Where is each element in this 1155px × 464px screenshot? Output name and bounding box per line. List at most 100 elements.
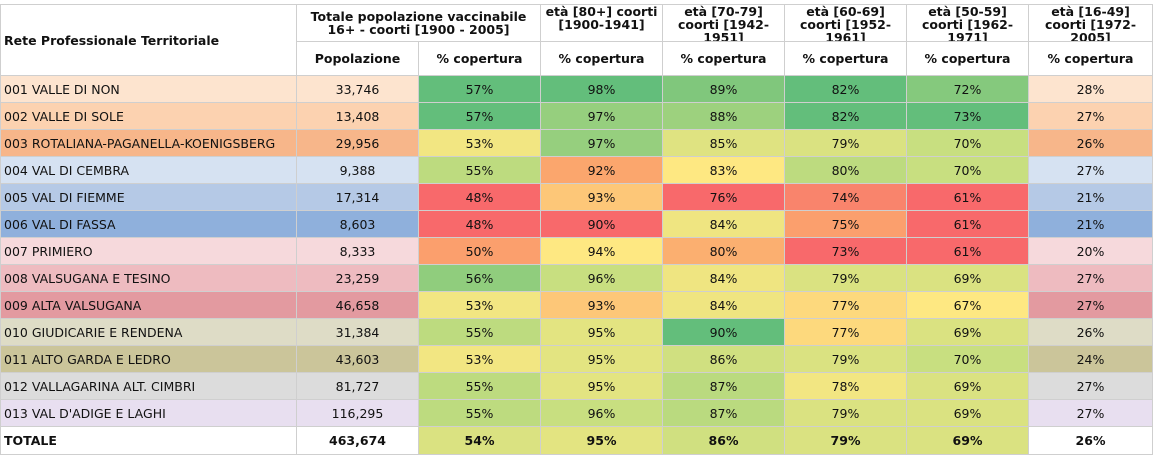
cell-copertura-70: 86% <box>662 426 786 455</box>
cell-copertura-16: 26% <box>1028 426 1154 455</box>
cell-copertura-60: 74% <box>784 183 908 211</box>
header-copertura: % copertura <box>540 41 664 76</box>
cell-copertura-60: 79% <box>784 345 908 373</box>
cell-rete: 012 VALLAGARINA ALT. CIMBRI <box>0 372 297 400</box>
cell-copertura-16: 27% <box>1028 399 1154 427</box>
table-row: 003 ROTALIANA-PAGANELLA-KOENIGSBERG 29,95… <box>0 129 1154 157</box>
cell-copertura-80: 92% <box>540 156 664 184</box>
table-row: 013 VAL D'ADIGE E LAGHI 116,295 55% 96% 87% 7… <box>0 399 1154 427</box>
cell-copertura-70: 83% <box>662 156 786 184</box>
cell-copertura-50: 61% <box>906 183 1030 211</box>
header-copertura: % copertura <box>417 41 542 76</box>
cell-copertura-80: 93% <box>540 291 664 319</box>
table-row: 010 GIUDICARIE E RENDENA 31,384 55% 95% 90% 7… <box>0 318 1154 346</box>
cell-rete: 001 VALLE DI NON <box>0 75 297 103</box>
cell-popolazione: 46,658 <box>296 291 419 319</box>
cell-copertura-16: 27% <box>1028 156 1154 184</box>
cell-copertura-60: 78% <box>784 372 908 400</box>
cell-copertura-16: 21% <box>1028 183 1154 211</box>
cell-copertura-60: 82% <box>784 75 908 103</box>
cell-copertura-70: 84% <box>662 291 786 319</box>
cell-copertura-60: 82% <box>784 102 908 130</box>
cell-copertura-16: 27% <box>1028 291 1154 319</box>
cell-copertura-16: 27% <box>1028 372 1154 400</box>
table-row: 005 VAL DI FIEMME 17,314 48% 93% 76% 74% 61% 21… <box>0 183 1154 211</box>
cell-copertura-16: 20% <box>1028 237 1154 265</box>
cell-copertura-totale: 56% <box>417 264 542 292</box>
cell-copertura-50: 73% <box>906 102 1030 130</box>
cell-copertura-totale: 54% <box>417 426 542 455</box>
header-copertura: % copertura <box>906 41 1030 76</box>
cell-copertura-16: 27% <box>1028 264 1154 292</box>
cell-copertura-70: 84% <box>662 264 786 292</box>
cell-copertura-16: 28% <box>1028 75 1154 103</box>
cell-copertura-totale: 55% <box>417 156 542 184</box>
table-row: 006 VAL DI FASSA 8,603 48% 90% 84% 75% 61% 21% <box>0 210 1154 238</box>
cell-popolazione: 33,746 <box>296 75 419 103</box>
cell-copertura-70: 88% <box>662 102 786 130</box>
cell-copertura-80: 94% <box>540 237 664 265</box>
cell-copertura-totale: 55% <box>417 372 542 400</box>
cell-copertura-70: 89% <box>662 75 786 103</box>
header-copertura: % copertura <box>662 41 786 76</box>
cell-rete: 010 GIUDICARIE E RENDENA <box>0 318 297 346</box>
cell-popolazione: 116,295 <box>296 399 419 427</box>
cell-copertura-70: 87% <box>662 372 786 400</box>
header-age-16: età [16-49] coorti [1972-2005] <box>1028 4 1154 42</box>
cell-popolazione: 43,603 <box>296 345 419 373</box>
cell-copertura-80: 98% <box>540 75 664 103</box>
cell-copertura-totale: 57% <box>417 75 542 103</box>
cell-copertura-60: 79% <box>784 426 908 455</box>
table-row: 009 ALTA VALSUGANA 46,658 53% 93% 84% 77% 67% 2… <box>0 291 1154 319</box>
cell-copertura-totale: 55% <box>417 399 542 427</box>
cell-copertura-80: 96% <box>540 264 664 292</box>
cell-copertura-50: 70% <box>906 156 1030 184</box>
header-age-60: età [60-69] coorti [1952-1961] <box>784 4 908 42</box>
cell-copertura-80: 96% <box>540 399 664 427</box>
cell-copertura-totale: 55% <box>417 318 542 346</box>
cell-rete: 002 VALLE DI SOLE <box>0 102 297 130</box>
header-age-50: età [50-59] coorti [1962-1971] <box>906 4 1030 42</box>
header-age-70: età [70-79] coorti [1942-1951] <box>662 4 786 42</box>
table-body: 001 VALLE DI NON 33,746 57% 98% 89% 82% 72% 28%… <box>0 75 1154 455</box>
table-row: 004 VAL DI CEMBRA 9,388 55% 92% 83% 80% 70% 27% <box>0 156 1154 184</box>
cell-copertura-50: 70% <box>906 345 1030 373</box>
cell-copertura-50: 69% <box>906 318 1030 346</box>
cell-copertura-80: 95% <box>540 318 664 346</box>
cell-copertura-70: 76% <box>662 183 786 211</box>
table-row: 002 VALLE DI SOLE 13,408 57% 97% 88% 82% 73% 27… <box>0 102 1154 130</box>
header-age-80: età [80+] coorti [1900-1941] <box>540 4 664 42</box>
cell-copertura-50: 67% <box>906 291 1030 319</box>
cell-copertura-16: 24% <box>1028 345 1154 373</box>
cell-copertura-totale: 53% <box>417 345 542 373</box>
cell-rete: 008 VALSUGANA E TESINO <box>0 264 297 292</box>
cell-popolazione: 13,408 <box>296 102 419 130</box>
cell-copertura-80: 95% <box>540 345 664 373</box>
cell-rete: TOTALE <box>0 426 297 455</box>
cell-copertura-50: 72% <box>906 75 1030 103</box>
cell-rete: 006 VAL DI FASSA <box>0 210 297 238</box>
cell-copertura-50: 69% <box>906 372 1030 400</box>
header-popolazione: Popolazione <box>296 41 419 76</box>
cell-copertura-50: 61% <box>906 210 1030 238</box>
cell-copertura-60: 77% <box>784 318 908 346</box>
cell-copertura-totale: 57% <box>417 102 542 130</box>
cell-copertura-16: 21% <box>1028 210 1154 238</box>
cell-popolazione: 23,259 <box>296 264 419 292</box>
table-row: 012 VALLAGARINA ALT. CIMBRI 81,727 55% 95% 8… <box>0 372 1154 400</box>
cell-copertura-70: 90% <box>662 318 786 346</box>
cell-popolazione: 31,384 <box>296 318 419 346</box>
cell-copertura-70: 86% <box>662 345 786 373</box>
cell-copertura-totale: 53% <box>417 129 542 157</box>
cell-copertura-60: 79% <box>784 129 908 157</box>
cell-copertura-totale: 48% <box>417 210 542 238</box>
table-row: 011 ALTO GARDA E LEDRO 43,603 53% 95% 86% 79%… <box>0 345 1154 373</box>
cell-copertura-80: 95% <box>540 426 664 455</box>
cell-copertura-80: 97% <box>540 102 664 130</box>
table-row: 008 VALSUGANA E TESINO 23,259 56% 96% 84% 79%… <box>0 264 1154 292</box>
cell-copertura-60: 79% <box>784 399 908 427</box>
cell-copertura-80: 95% <box>540 372 664 400</box>
cell-popolazione: 9,388 <box>296 156 419 184</box>
cell-copertura-70: 87% <box>662 399 786 427</box>
cell-rete: 004 VAL DI CEMBRA <box>0 156 297 184</box>
